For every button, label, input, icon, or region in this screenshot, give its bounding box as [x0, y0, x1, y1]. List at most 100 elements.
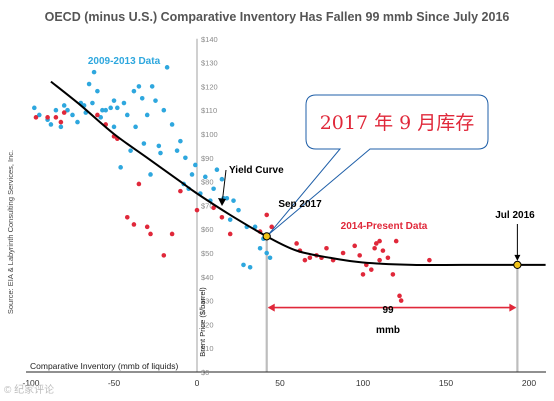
data-point-2014-present: [194, 207, 200, 213]
data-point-2009-2013: [203, 174, 208, 180]
data-point-2014-present: [161, 253, 167, 258]
y-tick-label: $120: [201, 82, 218, 91]
data-point-2009-2013: [128, 148, 133, 153]
yield-curve-label: Yield Curve: [229, 165, 284, 176]
data-point-2014-present: [377, 257, 382, 263]
data-point-2014-present: [227, 231, 233, 237]
data-point-2014-present: [372, 245, 377, 251]
data-point-2009-2013: [156, 143, 162, 149]
data-point-2014-present: [178, 188, 183, 194]
data-point-2009-2013: [108, 105, 113, 111]
data-point-2014-present: [219, 215, 225, 220]
data-point-2009-2013: [267, 255, 273, 261]
data-point-2009-2013: [241, 262, 246, 268]
data-point-2009-2013: [183, 155, 188, 161]
data-point-2009-2013: [100, 107, 105, 113]
data-point-2014-present: [385, 255, 391, 261]
callout-bubble-shape: [268, 94, 489, 235]
data-point-2014-present: [95, 112, 100, 118]
data-point-2014-present: [144, 224, 150, 230]
y-tick-label: $70: [201, 201, 214, 210]
yield-curve-pointer: [221, 169, 227, 205]
x-tick-label: 50: [275, 378, 285, 388]
data-point-2009-2013: [136, 84, 142, 89]
data-point-2009-2013: [91, 69, 97, 75]
data-point-2014-present: [360, 272, 366, 277]
data-point-2009-2013: [61, 103, 67, 108]
data-point-2014-present: [357, 253, 362, 258]
y-tick-label: $40: [201, 273, 214, 282]
data-point-2009-2013: [53, 107, 59, 113]
data-point-2009-2013: [149, 84, 155, 89]
data-point-2009-2013: [95, 88, 100, 94]
data-point-2009-2013: [124, 112, 130, 118]
callout-bubble: 2017 年 9 月库存: [268, 94, 489, 235]
watermark: © 纪家评论: [4, 383, 54, 396]
y-tick-label: $130: [201, 59, 218, 68]
highlight-marker: [262, 232, 271, 241]
x-axis-label: Comparative Inventory (mmb of liquids): [30, 361, 179, 371]
data-point-2014-present: [131, 222, 137, 227]
y-tick-labels: $0 $10 $20 $30 $40 $50 $60 $70 $80 $90 $100 $110 $12…: [201, 35, 218, 377]
data-point-2009-2013: [148, 172, 153, 177]
data-point-2014-present: [307, 255, 313, 261]
x-tick-labels: -100 -50 0 50 100 150 200: [22, 378, 536, 388]
data-point-2009-2013: [118, 165, 123, 170]
data-point-2014-present: [61, 110, 67, 115]
jul-2016-label: Jul 2016: [495, 210, 535, 221]
data-point-2009-2013: [164, 65, 170, 70]
data-point-2014-present: [397, 293, 402, 299]
data-point-2009-2013: [214, 167, 220, 172]
y-tick-label: $80: [201, 178, 214, 187]
series-2009-2013: [32, 65, 273, 270]
x-tick-label: 0: [195, 378, 200, 388]
data-point-2009-2013: [58, 124, 64, 130]
data-point-2009-2013: [115, 105, 120, 111]
data-point-2009-2013: [174, 148, 180, 153]
data-point-2009-2013: [75, 119, 80, 125]
data-point-2014-present: [369, 267, 374, 272]
data-point-2009-2013: [193, 162, 198, 168]
data-point-2009-2013: [65, 107, 70, 113]
y-tick-label: $50: [201, 249, 214, 258]
yield-curve-arrowhead: [218, 198, 226, 206]
x-tick-label: 200: [522, 378, 536, 388]
data-point-2009-2013: [48, 122, 54, 127]
data-point-2009-2013: [236, 207, 241, 213]
data-point-2009-2013: [161, 107, 167, 113]
data-point-2009-2013: [257, 245, 263, 251]
data-point-2014-present: [380, 248, 386, 253]
data-point-2014-present: [398, 298, 404, 303]
data-point-2009-2013: [264, 250, 270, 256]
legend-2014-present: 2014-Present Data: [341, 221, 428, 232]
bracket-arrow-left: [267, 303, 275, 312]
data-point-2009-2013: [98, 115, 104, 120]
y-tick-label: $60: [201, 225, 214, 234]
chart-title: OECD (minus U.S.) Comparative Inventory …: [45, 10, 510, 24]
data-point-2014-present: [302, 257, 308, 263]
data-point-2009-2013: [158, 150, 163, 156]
legend-2009-2013: 2009-2013 Data: [88, 56, 161, 67]
data-point-2009-2013: [144, 112, 150, 118]
source-note: Source: EIA & Labyrinth Consulting Servi…: [6, 150, 15, 314]
highlight-markers: [262, 232, 522, 269]
y-axis-label: Brent Price ($/barrel): [198, 287, 207, 357]
highlight-marker: [513, 260, 522, 269]
data-point-2014-present: [136, 181, 142, 187]
data-point-2009-2013: [121, 100, 127, 106]
jul-2016-arrowhead: [514, 254, 521, 261]
data-point-2009-2013: [247, 264, 253, 270]
label-callouts: [218, 169, 521, 261]
y-tick-label: $110: [201, 106, 217, 115]
data-point-2009-2013: [252, 224, 258, 230]
data-point-2009-2013: [70, 112, 75, 118]
data-point-2009-2013: [90, 100, 95, 106]
series-2014-present: [33, 110, 432, 303]
data-point-2014-present: [377, 238, 382, 244]
data-point-2009-2013: [153, 98, 158, 103]
x-tick-label: 100: [356, 378, 370, 388]
data-point-2014-present: [340, 250, 346, 256]
data-point-2009-2013: [86, 81, 92, 87]
y-tick-label: $0: [201, 368, 209, 377]
